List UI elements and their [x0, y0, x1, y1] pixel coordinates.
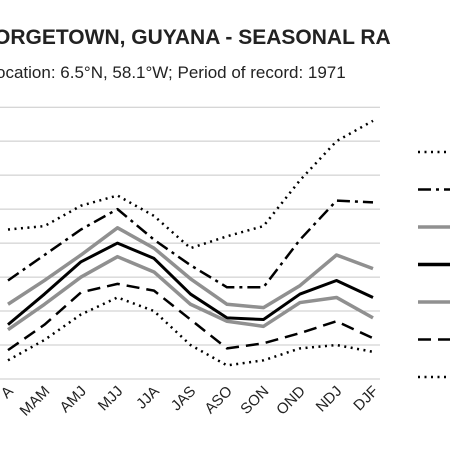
x-tick-label: A — [0, 383, 17, 402]
x-tick-label: MJJ — [95, 383, 126, 414]
series-line — [7, 119, 374, 250]
x-tick-label: JAS — [168, 383, 199, 414]
series-line — [7, 296, 374, 367]
x-tick-label: OND — [273, 383, 309, 419]
x-tick-label: DJF — [350, 383, 381, 414]
x-tick-label: NDJ — [313, 383, 346, 416]
x-tick-label: JJA — [133, 383, 163, 413]
series-line — [7, 241, 374, 326]
x-tick-label: SON — [237, 383, 272, 418]
series-line — [7, 199, 374, 289]
x-tick-label: MAM — [17, 383, 54, 420]
series-line — [7, 282, 374, 352]
series-line — [6, 254, 374, 332]
x-tick-label: AMJ — [57, 383, 90, 416]
series-line — [7, 226, 374, 310]
chart-subtitle: ocation: 6.5°N, 58.1°W; Period of record… — [0, 63, 346, 82]
chart-title: ORGETOWN, GUYANA - SEASONAL RA — [0, 26, 391, 49]
x-tick-label: ASO — [201, 383, 235, 417]
